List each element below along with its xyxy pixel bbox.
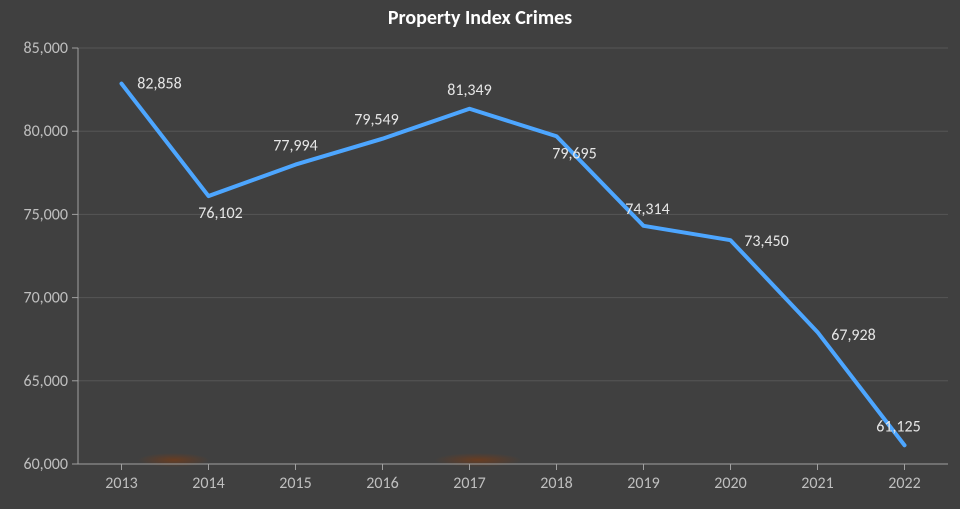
floor-glow (138, 453, 210, 467)
x-tick-label: 2015 (279, 474, 311, 493)
data-label: 74,314 (625, 200, 670, 219)
data-label: 76,102 (198, 204, 243, 223)
x-tick-label: 2018 (540, 474, 572, 493)
y-tick-label: 70,000 (23, 289, 68, 308)
chart-title: Property Index Crimes (0, 6, 960, 30)
x-tick-label: 2013 (105, 474, 137, 493)
chart-svg: 60,000 65,000 70,000 75,000 80,000 85,000 2013… (0, 0, 960, 509)
data-label: 77,994 (273, 137, 318, 156)
floor-glow (434, 453, 522, 467)
y-tick-label: 60,000 (23, 455, 68, 474)
x-tick-label: 2019 (627, 474, 659, 493)
data-label: 61,125 (876, 417, 921, 436)
x-tick-label: 2021 (801, 474, 833, 493)
data-label: 79,695 (552, 144, 597, 163)
y-tick-label: 75,000 (23, 205, 68, 224)
y-tick-label: 80,000 (23, 122, 68, 141)
data-label: 79,549 (354, 111, 399, 130)
y-tick-label: 85,000 (23, 39, 68, 58)
series-line (122, 84, 905, 446)
x-tick-label: 2020 (714, 474, 746, 493)
y-tick-label: 65,000 (23, 372, 68, 391)
data-label: 81,349 (447, 81, 492, 100)
data-label: 73,450 (744, 232, 789, 251)
x-tick-label: 2017 (453, 474, 485, 493)
x-tick-label: 2022 (888, 474, 920, 493)
property-index-crimes-chart: Property Index Crimes 60,000 65,000 70,000 7… (0, 0, 960, 509)
x-tick-label: 2016 (366, 474, 398, 493)
x-tick-label: 2014 (192, 474, 224, 493)
data-label: 82,858 (137, 75, 182, 94)
data-label: 67,928 (831, 326, 876, 345)
